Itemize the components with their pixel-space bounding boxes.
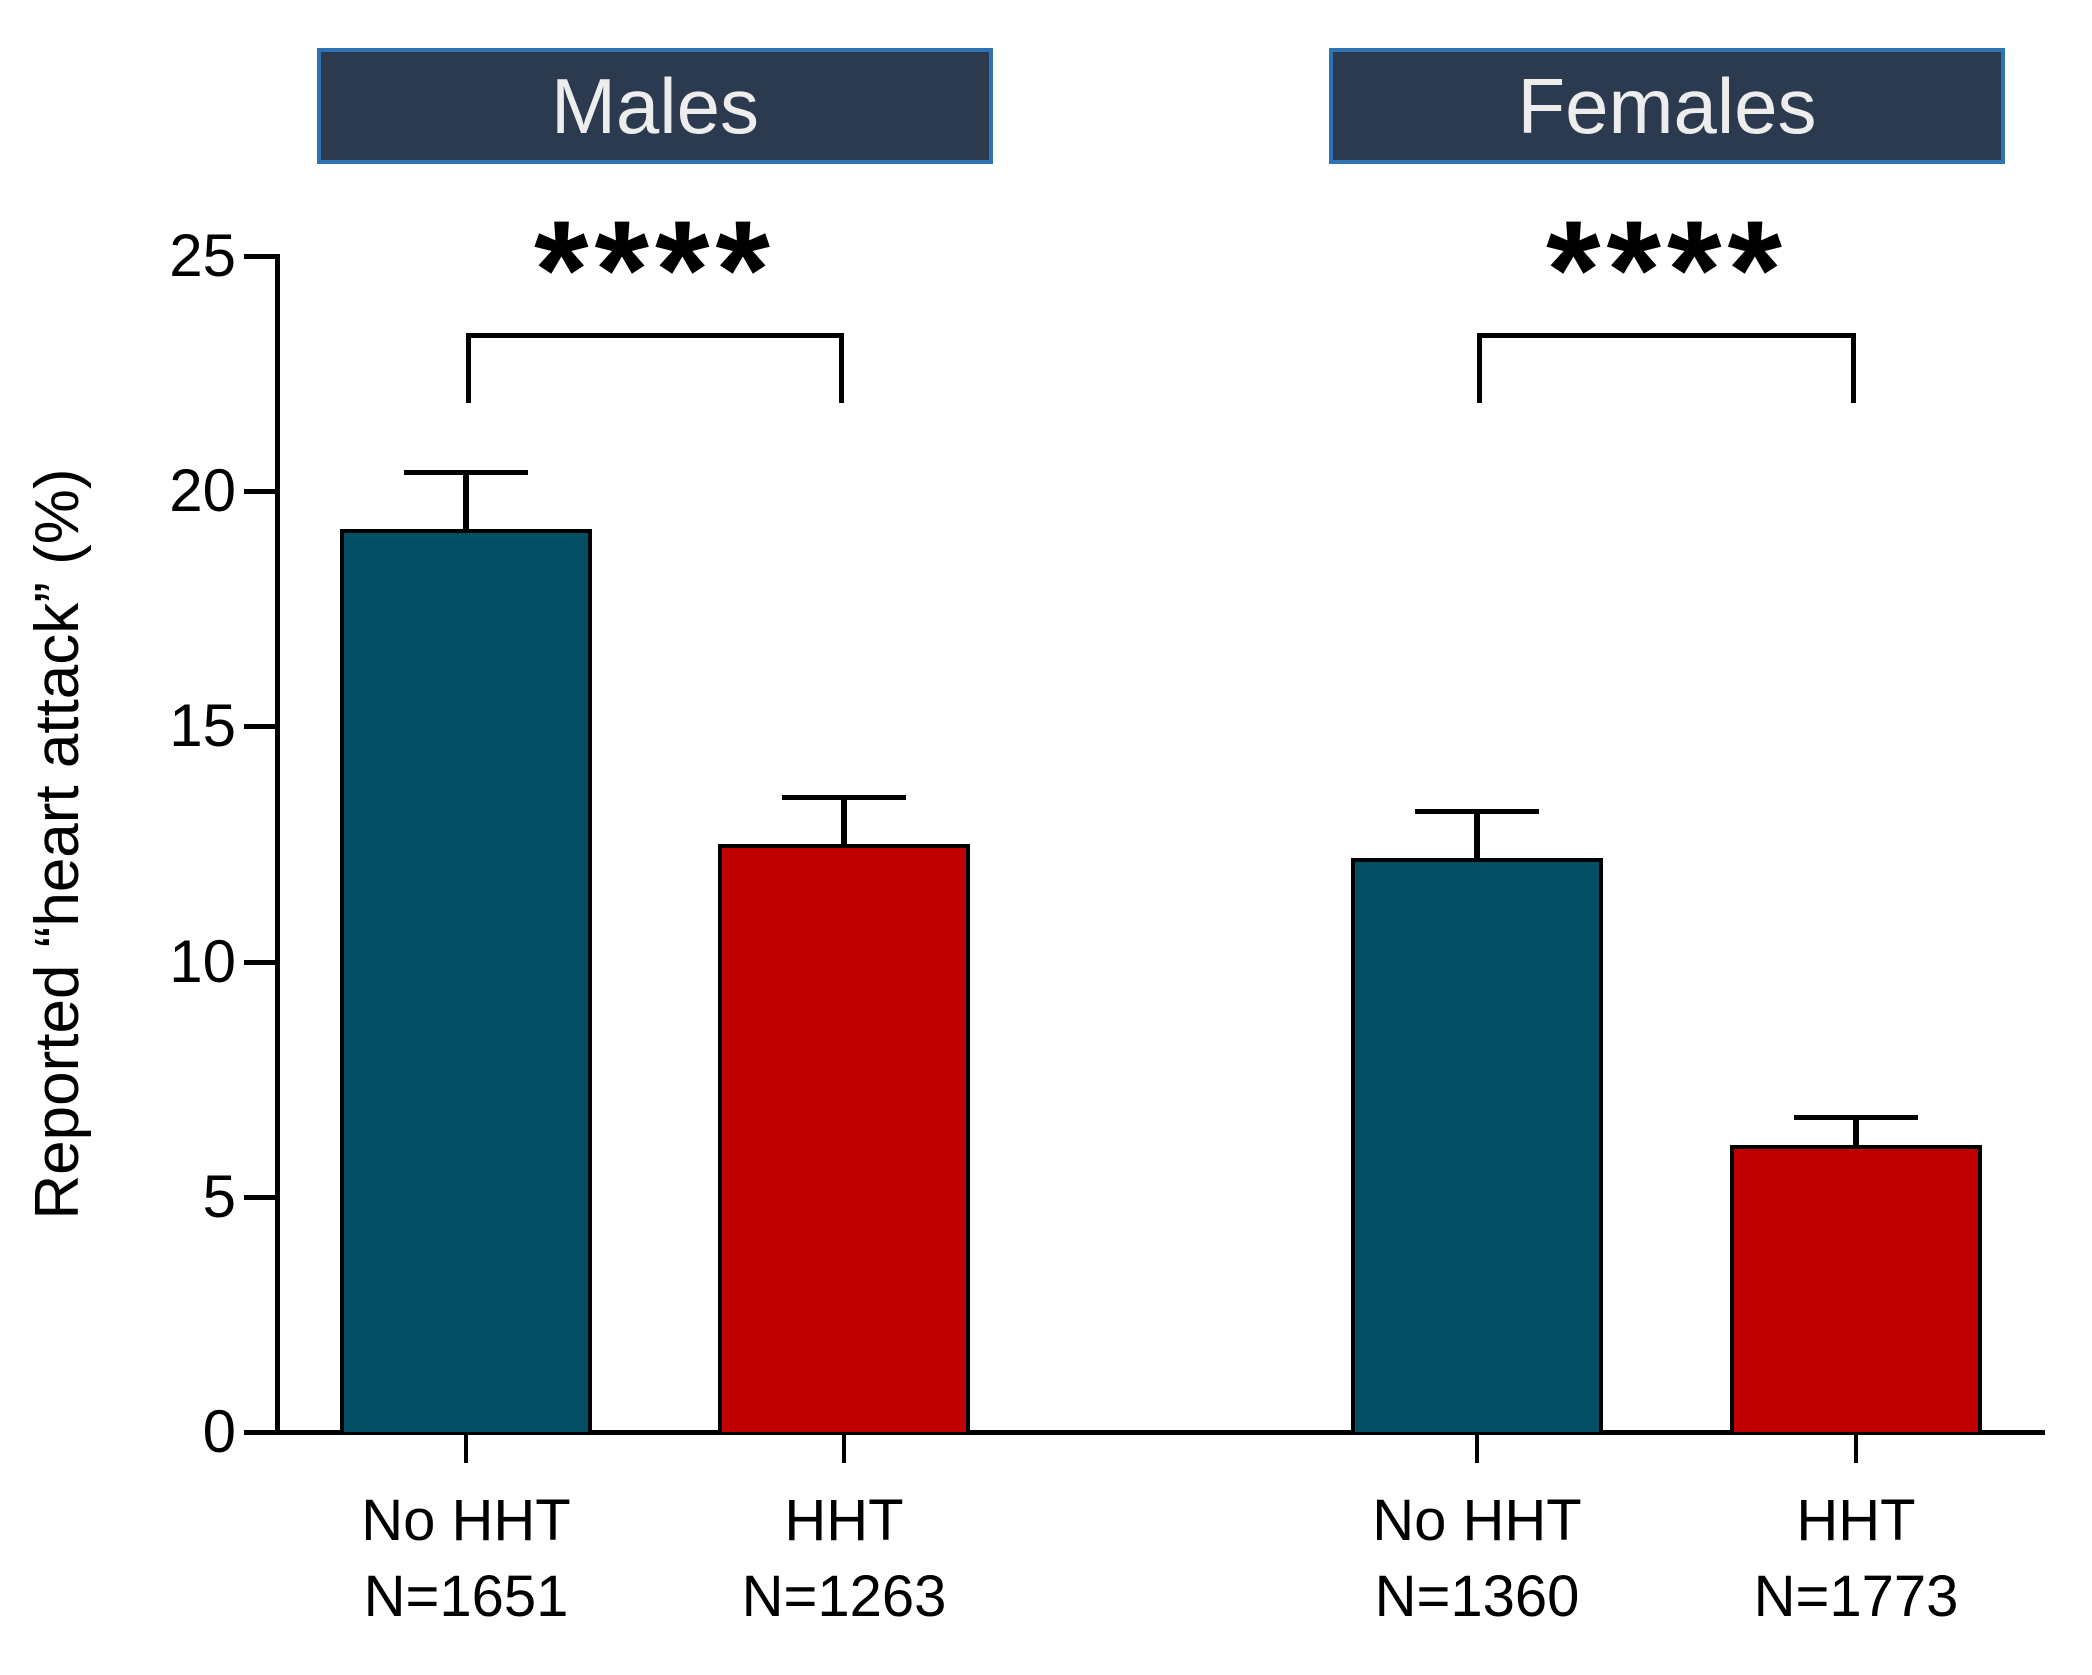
x-axis-line: [277, 1430, 2045, 1435]
category-name: HHT: [1796, 1488, 1916, 1553]
y-tick-label: 20: [169, 457, 236, 524]
x-tick-mark: [842, 1435, 846, 1463]
category-n: N=1773: [1753, 1564, 1959, 1629]
bar-males-hht: [718, 844, 970, 1432]
error-bar-stem-males-no-hht: [463, 472, 469, 529]
category-name: HHT: [784, 1488, 904, 1553]
category-label-females-no-hht: No HHT N=1360: [1257, 1483, 1697, 1643]
y-tick-mark: [244, 254, 277, 259]
error-bar-cap-females-hht: [1794, 1115, 1918, 1120]
category-name: No HHT: [361, 1488, 571, 1553]
y-tick-mark: [244, 724, 277, 729]
bar-females-no-hht: [1351, 858, 1603, 1432]
y-tick-label: 15: [169, 692, 236, 759]
error-bar-cap-females-no-hht: [1415, 809, 1539, 814]
y-tick-label: 25: [169, 222, 236, 289]
y-tick-mark: [244, 489, 277, 494]
x-tick-mark: [1854, 1435, 1858, 1463]
category-n: N=1651: [363, 1564, 569, 1629]
y-tick-mark: [244, 1195, 277, 1200]
group-header-males: Males: [317, 48, 993, 164]
bar-males-no-hht: [340, 529, 592, 1432]
bar-females-hht: [1730, 1145, 1982, 1432]
significance-bracket: [466, 333, 844, 403]
significance-asterisks: ****: [534, 191, 776, 348]
y-axis-line: [275, 254, 280, 1435]
error-bar-stem-females-hht: [1853, 1117, 1859, 1145]
y-tick-mark: [244, 1430, 277, 1435]
y-tick-mark: [244, 960, 277, 965]
error-bar-stem-females-no-hht: [1474, 811, 1480, 858]
x-tick-mark: [464, 1435, 468, 1463]
category-n: N=1360: [1374, 1564, 1580, 1629]
category-n: N=1263: [741, 1564, 947, 1629]
significance-bracket: [1477, 333, 1856, 403]
category-label-females-hht: HHT N=1773: [1636, 1483, 2076, 1643]
y-axis-title: Reported “heart attack” (%): [23, 468, 92, 1220]
category-name: No HHT: [1372, 1488, 1582, 1553]
category-label-males-hht: HHT N=1263: [624, 1483, 1064, 1643]
group-header-females: Females: [1329, 48, 2005, 164]
y-tick-label: 0: [202, 1398, 236, 1465]
y-tick-label: 10: [169, 928, 236, 995]
error-bar-cap-males-hht: [782, 795, 906, 800]
y-tick-label: 5: [202, 1163, 236, 1230]
error-bar-stem-males-hht: [841, 797, 847, 844]
significance-asterisks: ****: [1546, 191, 1788, 348]
category-label-males-no-hht: No HHT N=1651: [246, 1483, 686, 1643]
error-bar-cap-males-no-hht: [404, 470, 528, 475]
x-tick-mark: [1475, 1435, 1479, 1463]
